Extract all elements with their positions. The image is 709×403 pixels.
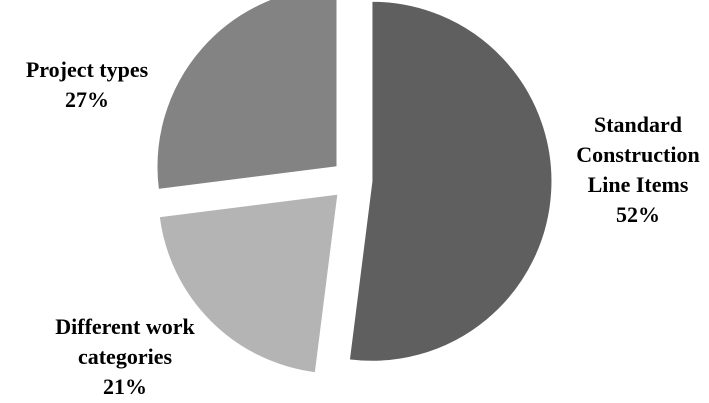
- slice-percent-label: 27%: [65, 87, 109, 112]
- slice-percent-label: 21%: [103, 374, 147, 399]
- slice-label-different-work-categories: Different work categories 21%: [30, 312, 220, 402]
- slice-label-project-types: Project types 27%: [2, 55, 172, 115]
- slice-label-line: Standard: [593, 112, 683, 137]
- pie-slice-project-types: [156, 0, 338, 190]
- slice-label-line: Different work: [55, 314, 195, 339]
- slice-label-line: Construction: [576, 142, 700, 167]
- slice-percent-label: 52%: [616, 202, 660, 227]
- slice-label-line: Line Items: [587, 172, 689, 197]
- slice-label-line: categories: [77, 344, 173, 369]
- pie-slice-different-work-categories: [158, 193, 339, 374]
- slice-label-standard-construction-line-items: Standard Construction Line Items 52%: [574, 110, 702, 230]
- slice-label-line: Project types: [25, 57, 149, 82]
- pie-slice-standard-construction-line-items: [348, 0, 553, 362]
